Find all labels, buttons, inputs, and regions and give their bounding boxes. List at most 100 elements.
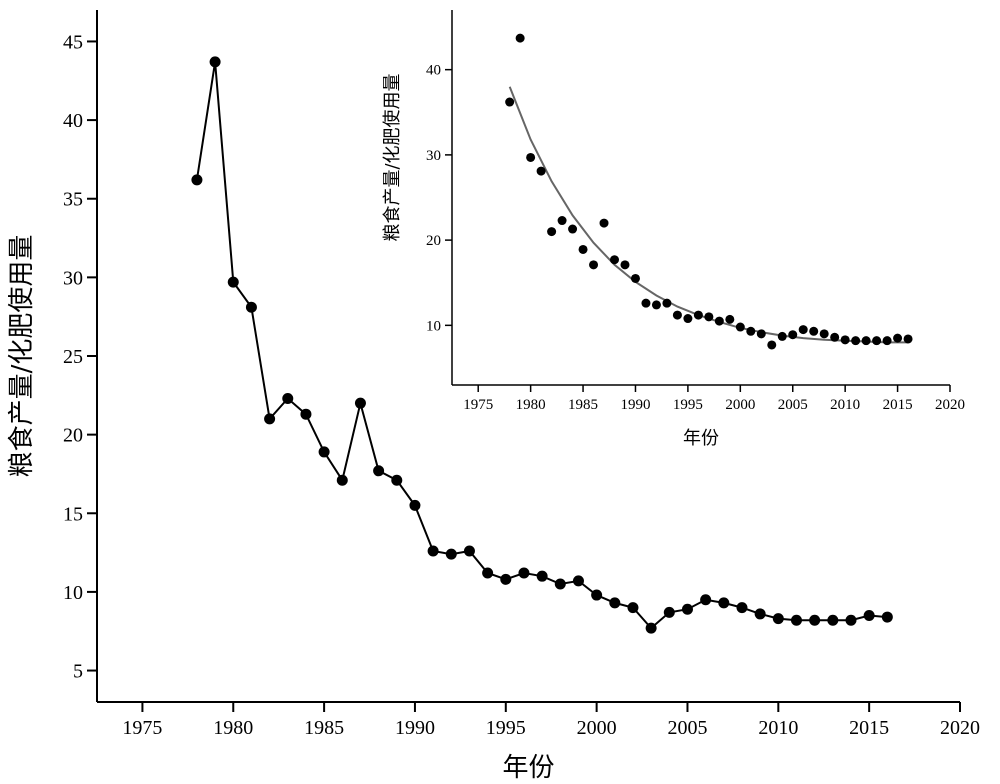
data-point <box>354 397 366 409</box>
data-point <box>599 218 609 228</box>
data-point <box>336 474 348 486</box>
data-point <box>610 255 620 265</box>
y-tick-label: 15 <box>63 503 83 525</box>
data-point <box>663 606 675 618</box>
data-point <box>798 325 808 335</box>
data-point <box>373 465 385 477</box>
data-point <box>209 56 221 68</box>
data-point <box>463 545 475 557</box>
y-tick-label: 5 <box>73 661 83 683</box>
data-point <box>557 216 567 226</box>
data-point <box>547 227 557 237</box>
x-tick-label: 2020 <box>935 397 965 413</box>
data-point <box>391 474 403 486</box>
data-point <box>318 446 330 458</box>
data-point <box>746 326 756 336</box>
data-point <box>903 334 913 344</box>
data-point <box>700 594 712 606</box>
x-tick-label: 1975 <box>122 717 162 739</box>
y-tick-label: 30 <box>426 148 441 164</box>
x-tick-label: 2005 <box>667 717 707 739</box>
data-point <box>809 614 821 626</box>
data-point <box>620 260 630 270</box>
data-point <box>872 336 882 346</box>
data-point <box>861 336 871 346</box>
data-point <box>427 545 439 557</box>
y-tick-label: 10 <box>63 582 83 604</box>
data-point <box>693 310 703 320</box>
data-point <box>777 331 787 341</box>
data-point <box>526 152 536 162</box>
data-point <box>845 614 857 626</box>
data-point <box>630 273 640 283</box>
data-point <box>300 408 312 420</box>
data-point <box>725 314 735 324</box>
data-point <box>191 174 203 186</box>
data-point <box>863 610 875 621</box>
data-point <box>641 298 651 308</box>
y-tick-label: 40 <box>426 63 441 79</box>
data-point <box>754 608 766 620</box>
data-point <box>505 97 515 107</box>
y-tick-label: 40 <box>63 110 83 132</box>
data-point <box>482 567 494 579</box>
data-point <box>627 602 639 614</box>
data-point <box>609 597 621 609</box>
y-tick-label: 35 <box>63 189 83 211</box>
x-tick-label: 2020 <box>940 717 980 739</box>
data-point <box>536 166 546 176</box>
data-point <box>704 312 714 322</box>
data-point <box>767 340 777 350</box>
data-point <box>500 573 512 585</box>
data-point <box>518 567 530 579</box>
data-point <box>282 392 294 404</box>
data-point <box>662 298 672 308</box>
x-tick-label: 2005 <box>778 397 808 413</box>
main-plot: 1975 1980 1985 1990 1995 2000 2005 2010 2015 2020… <box>7 10 980 783</box>
x-tick-label: 1985 <box>568 397 598 413</box>
data-point <box>568 224 578 234</box>
series-line <box>195 61 888 630</box>
data-point <box>840 335 850 345</box>
y-tick-label: 10 <box>426 318 441 334</box>
data-point <box>736 602 748 614</box>
y-tick-label: 20 <box>63 425 83 447</box>
data-point <box>827 614 839 626</box>
data-point <box>790 614 802 626</box>
data-point <box>645 622 657 634</box>
data-point <box>683 314 693 324</box>
data-point <box>651 300 661 310</box>
y-tick-label: 25 <box>63 346 83 368</box>
data-point <box>554 578 566 590</box>
data-point <box>445 548 457 560</box>
data-point <box>830 332 840 342</box>
data-point <box>714 316 724 326</box>
x-tick-label: 1995 <box>486 717 526 739</box>
data-point <box>515 33 525 43</box>
y-axis-title: 粮食产量/化肥使用量 <box>7 235 37 478</box>
data-point <box>851 336 861 346</box>
data-point <box>578 244 588 254</box>
data-point <box>572 575 584 587</box>
data-point <box>718 597 730 609</box>
x-tick-label: 1980 <box>213 717 253 739</box>
x-tick-label: 1990 <box>395 717 435 739</box>
data-point <box>591 589 603 601</box>
data-point <box>735 322 745 332</box>
y-tick-label: 20 <box>426 233 441 249</box>
y-tick-label: 30 <box>63 267 83 289</box>
x-tick-label: 1975 <box>463 397 493 413</box>
data-point <box>681 603 693 615</box>
data-point <box>819 329 829 339</box>
x-tick-label: 2015 <box>883 397 913 413</box>
inset-plot: 1975 1980 1985 1990 1995 2000 2005 2010 2015 2020… <box>382 10 965 449</box>
x-tick-label: 1980 <box>516 397 546 413</box>
data-point <box>788 330 798 340</box>
data-point <box>809 326 819 336</box>
x-tick-label: 1985 <box>304 717 344 739</box>
x-axis-title: 年份 <box>502 753 554 783</box>
data-point <box>536 570 548 582</box>
x-tick-label: 2000 <box>725 397 755 413</box>
data-point <box>589 260 599 270</box>
data-point <box>672 310 682 320</box>
